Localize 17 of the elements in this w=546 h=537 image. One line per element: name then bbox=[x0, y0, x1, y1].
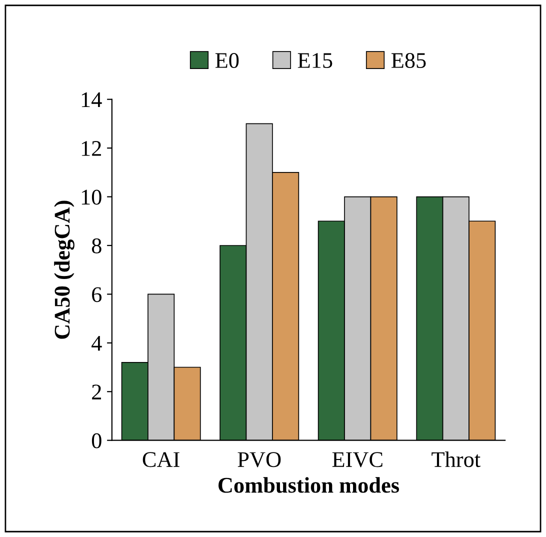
legend-label: E0 bbox=[215, 53, 239, 68]
y-tick-label: 4 bbox=[92, 336, 102, 351]
y-tick-label: 14 bbox=[82, 92, 102, 108]
y-tick-label: 10 bbox=[82, 190, 102, 205]
legend-label: E85 bbox=[391, 53, 426, 68]
x-tick-label: CAI bbox=[142, 452, 180, 468]
legend-label: E15 bbox=[298, 53, 332, 68]
x-axis-title: Combustion modes bbox=[218, 477, 400, 493]
y-tick-label: 12 bbox=[82, 141, 101, 156]
y-axis-title: CA50 (degCA) bbox=[54, 200, 74, 339]
y-tick-label: 0 bbox=[92, 433, 102, 448]
x-tick-label: Throt bbox=[432, 451, 480, 468]
x-tick-label: PVO bbox=[238, 452, 281, 468]
y-tick-label: 6 bbox=[92, 287, 102, 302]
x-tick-label: EIVC bbox=[332, 452, 382, 468]
y-tick-label: 2 bbox=[92, 384, 101, 400]
y-tick-label: 8 bbox=[92, 238, 102, 254]
